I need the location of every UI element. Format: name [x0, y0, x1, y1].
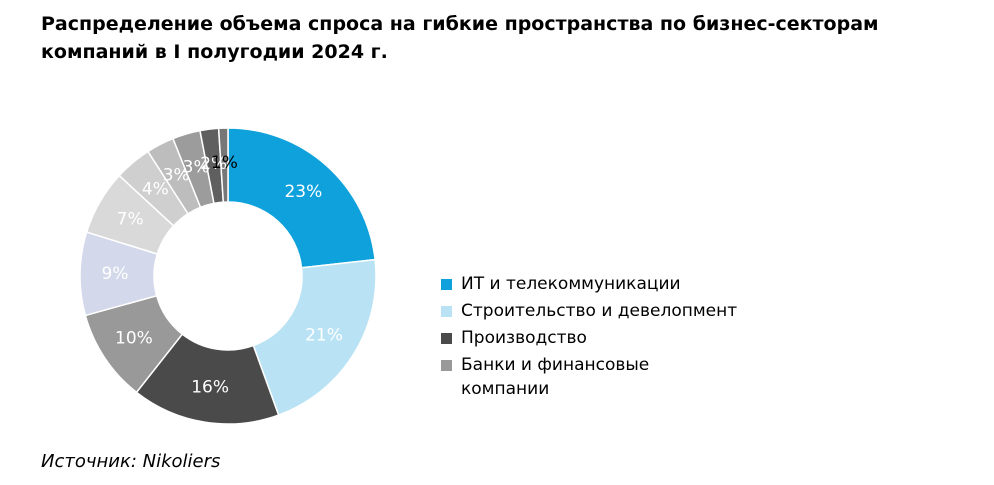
donut-slice-1: [227, 127, 376, 269]
source-note: Источник: Nikoliers: [41, 451, 221, 472]
donut-slice-11: [217, 127, 229, 203]
slice-label-4: 10%: [115, 329, 153, 349]
legend-swatch: [441, 279, 452, 290]
slice-label-8: 3%: [163, 166, 190, 186]
slice-label-2: 21%: [305, 326, 343, 346]
legend-label: ИТ и телекоммуникации: [461, 274, 681, 294]
slice-label-3: 16%: [191, 378, 229, 398]
legend: ИТ и телекоммуникации Строительство и дев…: [441, 272, 741, 404]
legend-label: Производство: [461, 328, 587, 348]
legend-swatch: [441, 333, 452, 344]
donut-slice-2: [252, 258, 377, 417]
slice-label-7: 4%: [142, 179, 169, 199]
slice-label-10: 2%: [200, 154, 227, 174]
slice-label-11: 1%: [211, 153, 238, 173]
legend-item-2: Строительство и девелопмент: [441, 299, 741, 323]
legend-swatch: [441, 360, 452, 371]
legend-label: Строительство и девелопмент: [461, 301, 738, 321]
legend-item-1: ИТ и телекоммуникации: [441, 272, 741, 296]
legend-item-4: Банки и финансовые компании: [441, 353, 741, 401]
slice-label-5: 9%: [102, 264, 129, 284]
legend-label: Банки и финансовые компании: [461, 355, 650, 399]
donut-slices: [79, 127, 377, 425]
slice-label-9: 3%: [183, 158, 210, 178]
legend-item-3: Производство: [441, 326, 741, 350]
legend-swatch: [441, 306, 452, 317]
donut-slice-labels: 23%21%16%10%9%7%4%3%3%2%1%: [102, 153, 343, 398]
chart-title: Распределение объема спроса на гибкие пр…: [41, 13, 879, 63]
slice-label-1: 23%: [284, 182, 322, 202]
slice-label-6: 7%: [117, 210, 144, 230]
